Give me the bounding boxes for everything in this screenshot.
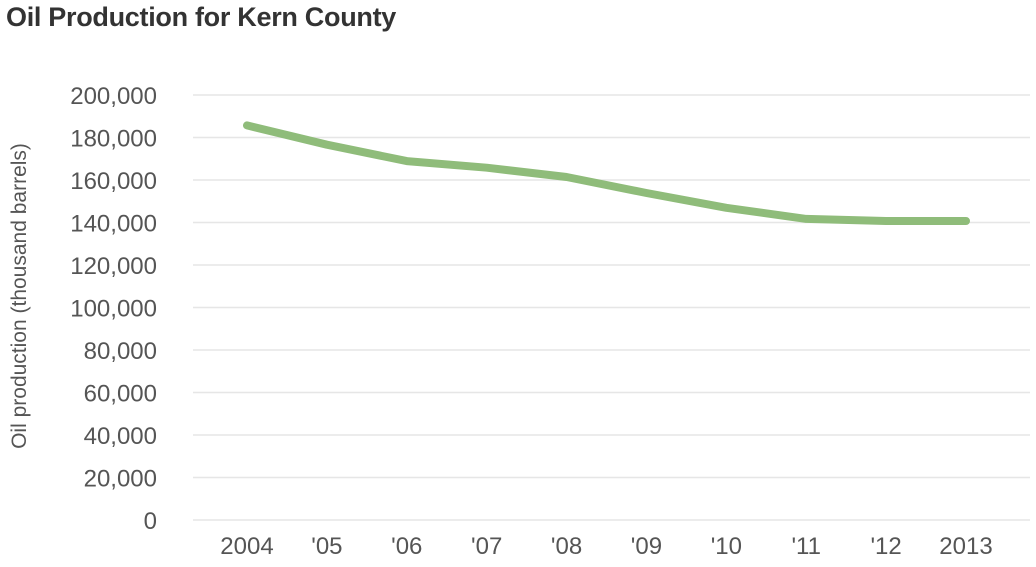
x-tick-label: '07 bbox=[471, 533, 502, 560]
chart-title: Oil Production for Kern County bbox=[6, 2, 396, 32]
x-tick-label: 2004 bbox=[220, 533, 273, 560]
x-tick-label: '05 bbox=[311, 533, 342, 560]
y-tick-label: 100,000 bbox=[70, 296, 157, 323]
y-tick-label: 200,000 bbox=[70, 83, 157, 110]
y-tick-label: 140,000 bbox=[70, 211, 157, 238]
y-axis-tick-labels: 0 20,000 40,000 60,000 80,000 100,000 120,000 1… bbox=[70, 83, 157, 535]
x-tick-label: '09 bbox=[631, 533, 662, 560]
x-tick-label: '12 bbox=[870, 533, 901, 560]
y-tick-label: 20,000 bbox=[84, 466, 157, 493]
y-tick-label: 40,000 bbox=[84, 423, 157, 450]
x-tick-label: '08 bbox=[551, 533, 582, 560]
x-tick-label: 2013 bbox=[939, 533, 992, 560]
y-tick-label: 60,000 bbox=[84, 381, 157, 408]
y-tick-label: 120,000 bbox=[70, 253, 157, 280]
y-axis-title: Oil production (thousand barrels) bbox=[8, 143, 31, 449]
x-tick-label: '11 bbox=[791, 533, 821, 560]
series-layer bbox=[243, 121, 970, 225]
x-tick-label: '06 bbox=[391, 533, 422, 560]
y-tick-label: 180,000 bbox=[70, 126, 157, 153]
y-tick-label: 0 bbox=[144, 508, 157, 535]
x-axis-tick-labels: 2004 '05 '06 '07 '08 '09 '10 '11 '12 2013 bbox=[220, 533, 992, 560]
series-line bbox=[243, 121, 970, 225]
x-tick-label: '10 bbox=[711, 533, 742, 560]
y-tick-label: 80,000 bbox=[84, 338, 157, 365]
y-tick-label: 160,000 bbox=[70, 168, 157, 195]
gridlines bbox=[193, 94, 1030, 521]
